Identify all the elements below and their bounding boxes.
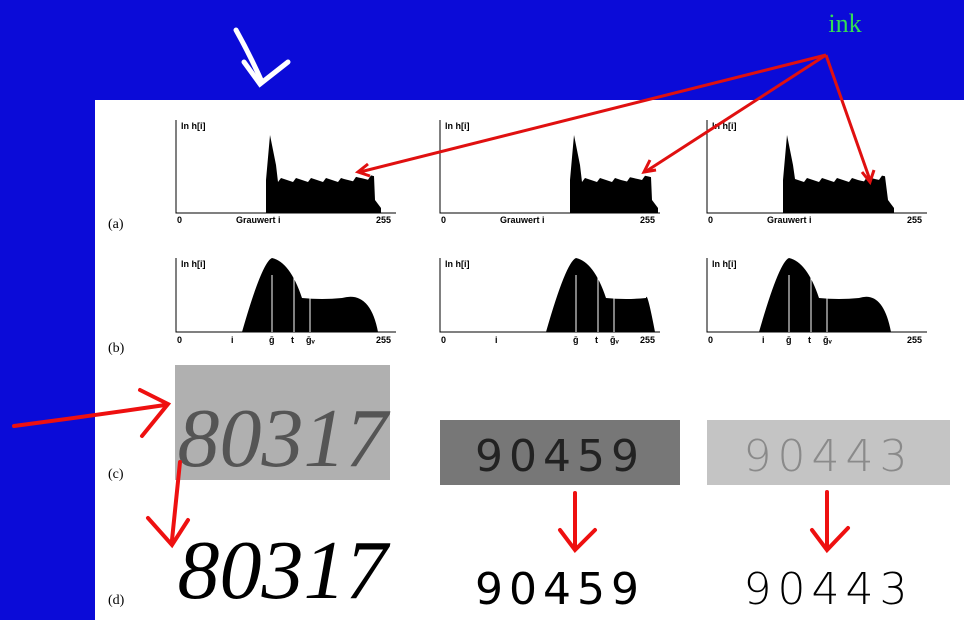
tick-label: 255 (376, 335, 391, 345)
tick-label: 0 (708, 335, 713, 345)
ink-label: ink (828, 9, 861, 38)
y-label: ln h[i] (181, 121, 206, 131)
gray-image-digits: 90443 (744, 431, 914, 482)
row-label: (d) (108, 593, 125, 608)
tick-label: i (231, 335, 234, 345)
down-arrow (233, 27, 291, 88)
histogram-smooth (242, 258, 378, 332)
gray-image-digits: 80317 (178, 392, 391, 485)
gray-image-digits: 90459 (475, 431, 645, 482)
red-handdrawn-arrows (12, 388, 850, 554)
y-label: ln h[i] (181, 259, 206, 269)
histogram (783, 135, 894, 213)
tick-label: t (808, 335, 811, 345)
tick-label: t (291, 335, 294, 345)
histograms: ln h[i] Grauwert i 0 255 ln h[i] 0 i ḡ t ḡᵥ 255 ln … (175, 120, 927, 345)
x-label: Grauwert i (236, 215, 281, 225)
tick-label: ḡ (573, 335, 579, 345)
row-label: (a) (108, 217, 124, 232)
histogram (570, 135, 658, 213)
tick-label: ḡᵥ (823, 335, 832, 345)
ink-arrows (354, 53, 876, 186)
images: 80317 80317 90459 90459 90443 90443 (175, 365, 950, 617)
x-label: Grauwert i (500, 215, 545, 225)
y-label: ln h[i] (712, 121, 737, 131)
y-label: ln h[i] (445, 259, 470, 269)
tick-label: 255 (907, 335, 922, 345)
binary-image-digits: 80317 (178, 524, 391, 617)
tick-label: 255 (640, 335, 655, 345)
x-max: 255 (376, 215, 391, 225)
x-min: 0 (177, 215, 182, 225)
histogram-smooth (546, 258, 655, 332)
gray-image (175, 365, 390, 480)
histogram-smooth (759, 258, 891, 332)
tick-label: ḡ (786, 335, 792, 345)
x-min: 0 (441, 215, 446, 225)
x-max: 255 (907, 215, 922, 225)
tick-label: ḡ (269, 335, 275, 345)
tick-label: t (595, 335, 598, 345)
tick-label: i (762, 335, 765, 345)
binary-image-digits: 90443 (744, 564, 914, 615)
tick-label: i (495, 335, 498, 345)
tick-label: 0 (441, 335, 446, 345)
x-min: 0 (708, 215, 713, 225)
row-label: (b) (108, 341, 125, 356)
histogram (266, 135, 381, 213)
x-max: 255 (640, 215, 655, 225)
tick-label: ḡᵥ (306, 335, 315, 345)
row-label: (c) (108, 467, 124, 482)
y-label: ln h[i] (712, 259, 737, 269)
binary-image-digits: 90459 (475, 564, 645, 615)
x-label: Grauwert i (767, 215, 812, 225)
tick-label: 0 (177, 335, 182, 345)
y-label: ln h[i] (445, 121, 470, 131)
tick-label: ḡᵥ (610, 335, 619, 345)
gray-image (440, 420, 680, 485)
gray-image (707, 420, 950, 485)
